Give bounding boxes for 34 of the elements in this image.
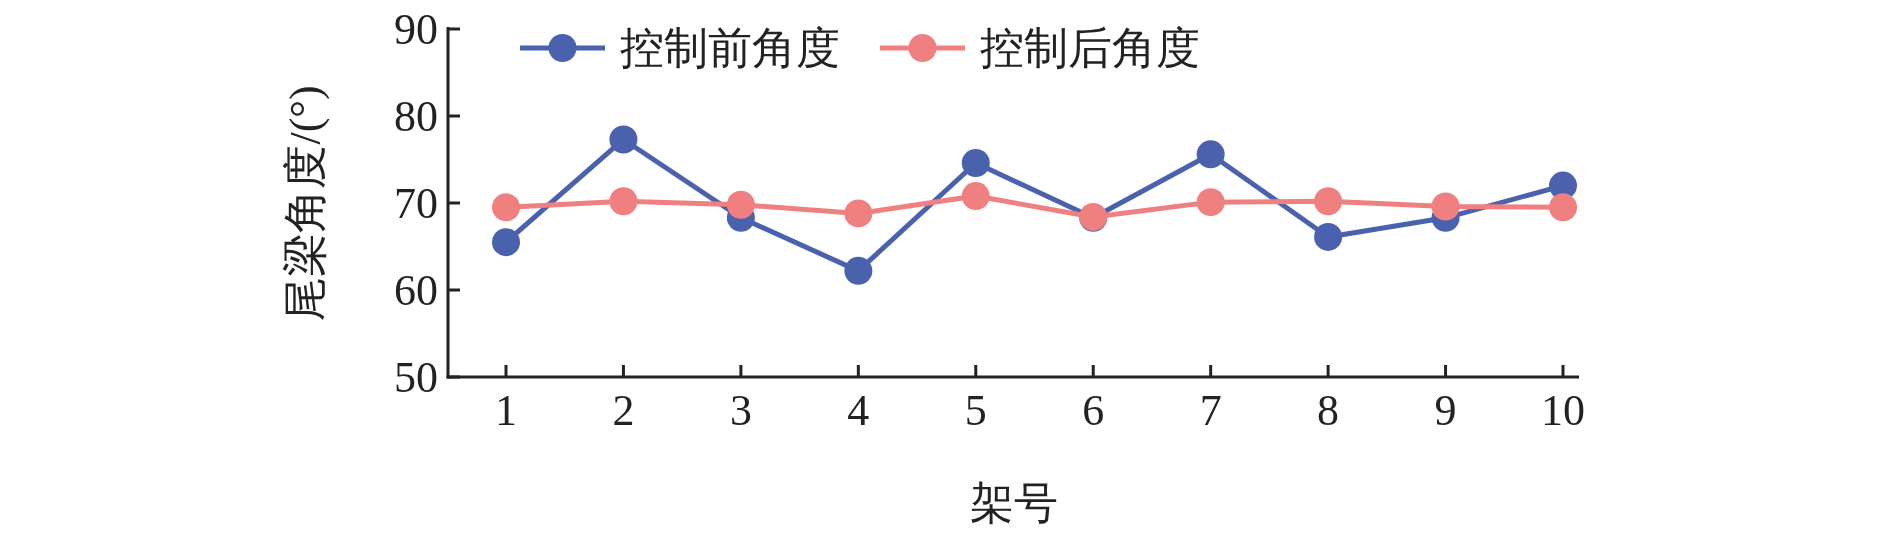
x-tick-label: 4 [847, 386, 870, 435]
y-tick-label: 50 [394, 352, 438, 402]
point [961, 182, 990, 211]
point [1196, 188, 1225, 217]
point [1314, 222, 1343, 251]
y-tick-label: 60 [394, 265, 438, 315]
point [844, 256, 873, 285]
point [1314, 187, 1343, 216]
point [492, 228, 520, 257]
point [1431, 192, 1460, 221]
x-tick-label: 3 [729, 386, 752, 435]
point [609, 187, 638, 216]
legend-label: 控制前角度 [620, 23, 840, 73]
point [492, 193, 520, 222]
x-tick-label: 2 [612, 386, 635, 435]
point [726, 190, 755, 219]
y-tick-label: 90 [394, 4, 438, 54]
point [609, 125, 638, 154]
x-tick-label: 10 [1541, 386, 1585, 435]
point [844, 199, 873, 228]
point [961, 148, 990, 177]
x-tick-label: 8 [1317, 386, 1340, 435]
x-tick-label: 5 [964, 386, 987, 435]
legend-label: 控制后角度 [980, 23, 1200, 73]
x-tick-label: 1 [495, 386, 517, 435]
y-tick-label: 70 [394, 178, 438, 228]
x-tick-label: 6 [1082, 386, 1105, 435]
x-tick-label: 9 [1434, 386, 1457, 435]
point [1196, 140, 1225, 169]
x-axis-title: 架号 [969, 479, 1058, 528]
point [1549, 193, 1577, 222]
x-tick-label: 7 [1199, 386, 1222, 435]
y-axis-title: 尾梁角度/(°) [281, 85, 330, 321]
y-tick-label: 80 [394, 91, 438, 141]
